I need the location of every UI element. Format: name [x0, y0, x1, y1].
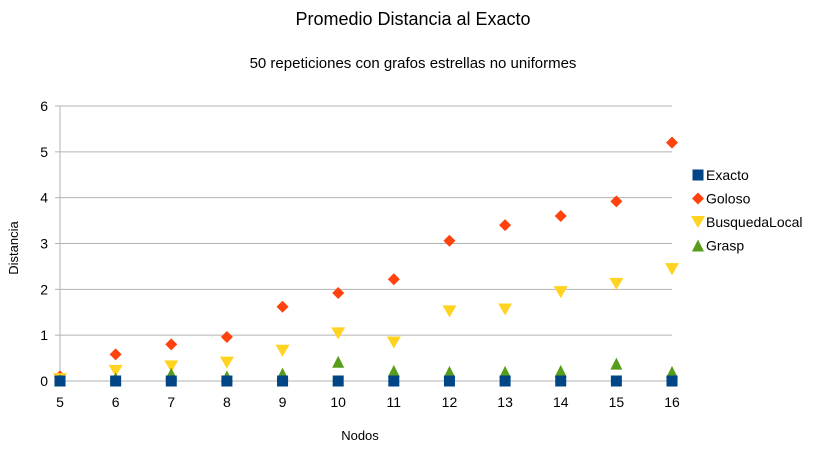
point-grasp — [499, 365, 512, 378]
point-exacto — [110, 375, 122, 387]
point-exacto — [332, 375, 344, 387]
legend-label-goloso: Goloso — [706, 191, 751, 207]
point-goloso — [220, 331, 233, 343]
point-busquedalocal — [219, 356, 234, 369]
legend-marker-grasp — [692, 239, 704, 252]
y-tick-labels: 0 1 2 3 4 5 6 — [40, 98, 48, 389]
chart-title: Promedio Distancia al Exacto — [295, 9, 530, 29]
point-busquedalocal — [498, 303, 513, 316]
y-tick-label: 1 — [40, 327, 48, 343]
point-busquedalocal — [665, 263, 679, 276]
x-tick-label: 8 — [223, 394, 231, 410]
point-busquedalocal — [275, 344, 290, 357]
x-tick-label: 15 — [609, 394, 625, 410]
x-tick-label: 14 — [553, 394, 569, 410]
y-tick-label: 5 — [40, 144, 48, 160]
point-exacto — [165, 375, 177, 387]
point-busquedalocal — [108, 364, 123, 377]
gridlines — [60, 105, 672, 336]
point-busquedalocal — [442, 305, 457, 318]
point-goloso — [499, 219, 512, 232]
y-tick-label: 3 — [40, 236, 48, 252]
point-busquedalocal — [553, 286, 568, 299]
point-exacto — [555, 375, 567, 387]
legend-marker-exacto — [692, 169, 704, 181]
y-axis-label: Distancia — [6, 220, 21, 274]
point-exacto — [54, 375, 66, 387]
point-goloso — [443, 234, 456, 247]
point-goloso — [276, 300, 289, 313]
x-tick-label: 16 — [664, 394, 680, 410]
legend: Exacto Goloso BusquedaLocal Grasp — [691, 167, 803, 254]
x-tick-labels: 5 6 7 8 9 10 11 12 13 14 15 16 — [56, 394, 680, 410]
x-axis-label: Nodos — [341, 428, 379, 443]
legend-marker-busquedalocal — [691, 216, 705, 228]
chart-subtitle: 50 repeticiones con grafos estrellas no … — [250, 55, 577, 72]
axes — [55, 105, 673, 386]
y-tick-label: 4 — [40, 190, 48, 206]
point-goloso — [165, 338, 178, 351]
x-tick-label: 9 — [279, 394, 287, 410]
point-busquedalocal — [164, 360, 179, 373]
y-tick-label: 6 — [40, 98, 48, 114]
legend-label-grasp: Grasp — [706, 238, 744, 254]
x-tick-label: 10 — [330, 394, 346, 410]
point-exacto — [388, 375, 400, 387]
point-exacto — [499, 375, 511, 387]
point-exacto — [277, 375, 289, 387]
point-goloso — [554, 210, 567, 222]
point-goloso — [666, 136, 678, 149]
legend-label-exacto: Exacto — [706, 167, 749, 183]
point-grasp — [554, 364, 567, 377]
point-goloso — [610, 195, 623, 208]
legend-marker-goloso — [692, 192, 704, 205]
point-grasp — [332, 355, 345, 368]
point-grasp — [666, 365, 678, 378]
point-grasp — [610, 357, 623, 370]
point-grasp — [443, 365, 456, 378]
point-goloso — [109, 348, 122, 361]
point-busquedalocal — [331, 327, 346, 340]
x-tick-label: 5 — [56, 394, 64, 410]
x-tick-label: 6 — [112, 394, 120, 410]
x-tick-label: 11 — [387, 394, 402, 410]
y-tick-label: 2 — [40, 281, 48, 297]
point-grasp — [387, 364, 400, 377]
point-goloso — [332, 287, 345, 299]
point-exacto — [666, 375, 678, 387]
y-tick-label: 0 — [40, 373, 48, 389]
data-points — [53, 136, 679, 387]
point-exacto — [221, 375, 233, 387]
point-busquedalocal — [386, 336, 401, 349]
point-exacto — [610, 375, 622, 387]
x-tick-label: 7 — [167, 394, 175, 410]
x-tick-label: 13 — [497, 394, 513, 410]
point-busquedalocal — [609, 277, 624, 290]
point-exacto — [443, 375, 455, 387]
legend-label-busquedalocal: BusquedaLocal — [706, 214, 803, 230]
x-tick-label: 12 — [442, 394, 458, 410]
point-goloso — [387, 273, 400, 286]
